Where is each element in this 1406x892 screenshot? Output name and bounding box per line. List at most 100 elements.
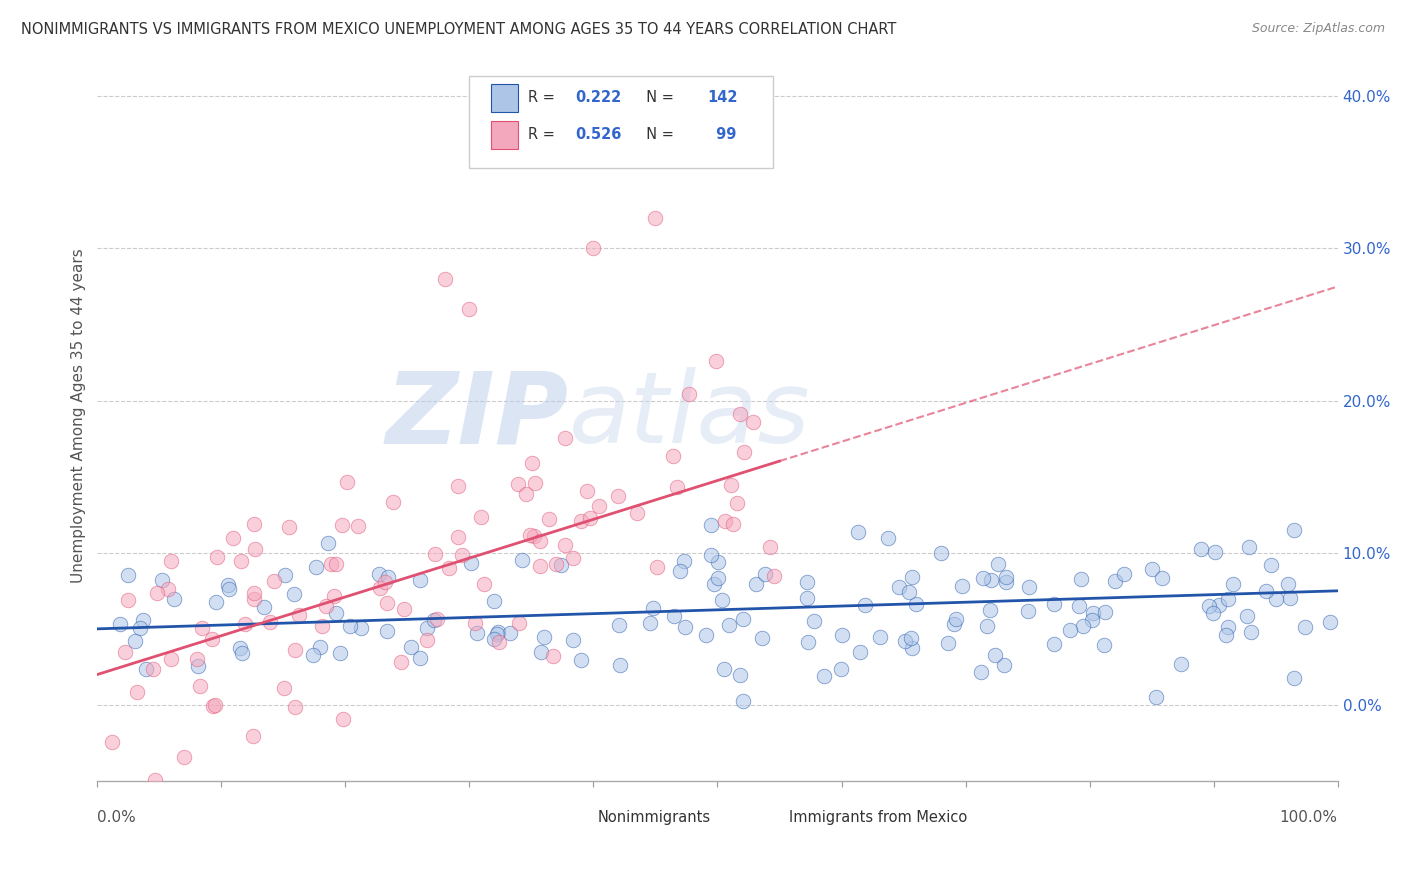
Point bbox=[904, 598, 927, 612]
Point bbox=[711, 593, 734, 607]
Point bbox=[284, 700, 307, 714]
FancyBboxPatch shape bbox=[491, 121, 517, 149]
Point bbox=[672, 554, 695, 568]
Point bbox=[588, 499, 610, 513]
Point bbox=[1114, 567, 1136, 582]
Point bbox=[253, 600, 276, 615]
Point bbox=[259, 615, 281, 629]
Point bbox=[101, 735, 124, 749]
Point bbox=[945, 612, 967, 626]
Point bbox=[465, 626, 488, 640]
Point bbox=[733, 612, 755, 626]
Point bbox=[1170, 657, 1192, 672]
Point bbox=[447, 530, 470, 544]
Point bbox=[1208, 598, 1230, 612]
Point bbox=[993, 657, 1015, 672]
Point bbox=[222, 531, 245, 545]
Point bbox=[582, 242, 605, 256]
Point bbox=[1080, 613, 1102, 627]
Point bbox=[124, 634, 146, 648]
FancyBboxPatch shape bbox=[470, 76, 773, 168]
Point bbox=[308, 640, 330, 654]
Point bbox=[129, 621, 152, 635]
Point bbox=[900, 641, 922, 656]
Point bbox=[472, 577, 495, 591]
Point bbox=[1140, 562, 1163, 576]
Point bbox=[742, 415, 765, 429]
Point bbox=[970, 665, 993, 679]
Point bbox=[721, 516, 744, 531]
Point bbox=[1042, 637, 1064, 651]
Point bbox=[972, 571, 994, 585]
Point bbox=[1282, 671, 1305, 685]
Point bbox=[283, 643, 305, 657]
Point bbox=[1254, 583, 1277, 598]
Point bbox=[142, 662, 165, 676]
Point bbox=[325, 557, 347, 571]
Point bbox=[150, 573, 173, 587]
Point bbox=[375, 624, 398, 638]
Point bbox=[803, 614, 825, 628]
Point bbox=[662, 449, 685, 463]
Point bbox=[554, 538, 576, 552]
Point bbox=[217, 578, 239, 592]
Point bbox=[980, 574, 1002, 588]
Point bbox=[831, 628, 853, 642]
Point bbox=[515, 487, 537, 501]
Point bbox=[186, 651, 208, 665]
Point bbox=[830, 662, 852, 676]
Point bbox=[160, 554, 183, 568]
Point bbox=[283, 587, 305, 601]
Point bbox=[717, 617, 740, 632]
Point bbox=[201, 632, 224, 646]
Point bbox=[638, 616, 661, 631]
Point bbox=[1240, 625, 1263, 640]
Point bbox=[754, 566, 776, 581]
Point bbox=[609, 657, 631, 672]
Point bbox=[576, 483, 599, 498]
Point bbox=[273, 681, 295, 695]
Point bbox=[562, 633, 585, 648]
Point bbox=[1260, 558, 1282, 573]
Text: 142: 142 bbox=[707, 90, 738, 105]
Point bbox=[713, 662, 735, 676]
FancyBboxPatch shape bbox=[755, 806, 782, 829]
Point bbox=[416, 621, 439, 635]
Point bbox=[277, 520, 299, 534]
Point bbox=[733, 445, 755, 459]
Point bbox=[1067, 599, 1090, 613]
Point bbox=[562, 551, 585, 566]
Text: atlas: atlas bbox=[568, 368, 810, 465]
Point bbox=[409, 573, 432, 587]
Point bbox=[523, 528, 546, 542]
Point bbox=[1094, 605, 1116, 619]
Point bbox=[458, 302, 481, 317]
Point bbox=[979, 603, 1001, 617]
Point bbox=[305, 560, 328, 574]
Point bbox=[700, 549, 723, 563]
Point bbox=[1201, 607, 1223, 621]
Point bbox=[508, 615, 530, 630]
Point bbox=[929, 546, 952, 560]
Point bbox=[157, 582, 180, 596]
Point bbox=[374, 574, 396, 589]
Point bbox=[416, 632, 439, 647]
Point bbox=[162, 592, 184, 607]
Point bbox=[943, 616, 966, 631]
Point bbox=[498, 626, 520, 640]
Point bbox=[1215, 628, 1237, 642]
Point bbox=[994, 569, 1017, 583]
Point bbox=[425, 547, 447, 561]
Point bbox=[243, 591, 266, 606]
Point bbox=[544, 558, 567, 572]
Point bbox=[426, 612, 449, 626]
Point bbox=[315, 599, 337, 614]
Point bbox=[950, 579, 973, 593]
Point bbox=[669, 565, 692, 579]
Point bbox=[389, 655, 412, 669]
Point bbox=[1104, 574, 1126, 589]
Point bbox=[464, 616, 486, 631]
Point bbox=[607, 618, 630, 632]
Point bbox=[520, 456, 543, 470]
Point bbox=[127, 685, 149, 699]
